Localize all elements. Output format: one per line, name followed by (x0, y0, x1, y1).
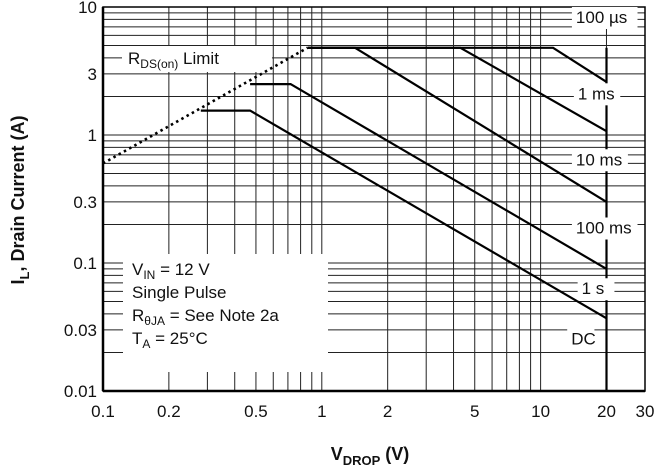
curve-label: 10 ms (571, 149, 628, 172)
x-axis-title: VDROP (V) (331, 444, 410, 468)
curve-1-s (200, 109, 608, 320)
y-tick-label: 0.03 (64, 321, 97, 340)
condition-line: VIN = 12 V (132, 260, 210, 282)
curve-label-bg (577, 278, 615, 301)
rds-limit-label-sub: DS(on) (140, 57, 178, 71)
condition-line: TA = 25°C (132, 329, 208, 351)
plot-frame (101, 6, 646, 393)
y-tick-label: 0.01 (64, 382, 97, 401)
curve-label-text: 1 s (582, 279, 605, 298)
curve-label-text: 1 ms (578, 84, 615, 103)
condition-line-sub: A (142, 337, 150, 351)
curve-label: 100 ms (571, 217, 638, 240)
curve-label-text: 100 µs (576, 8, 627, 27)
curve-100-ms (250, 82, 608, 270)
x-tick-label: 0.5 (244, 402, 268, 421)
conditions-box (123, 254, 328, 372)
condition-line-sub: θJA (144, 314, 165, 328)
y-tick-label: 10 (78, 0, 97, 17)
y-tick-label: 3 (88, 65, 97, 84)
axis-title-main: V (331, 444, 343, 464)
curve-label-bg (571, 217, 638, 240)
curve-label: 1 ms (573, 83, 621, 106)
curve-label-bg (567, 328, 595, 351)
curve-100-s (307, 46, 608, 83)
axis-title-suffix: (V) (380, 444, 409, 464)
y-tick-label: 1 (88, 126, 97, 145)
y-axis-title: IL, Drain Current (A) (8, 116, 32, 285)
grid (103, 7, 645, 391)
x-tick-label: 10 (531, 402, 550, 421)
condition-line: RθJA = See Note 2a (132, 306, 279, 328)
y-tick-label: 0.1 (73, 254, 97, 273)
condition-line-rest: = See Note 2a (165, 306, 279, 325)
tick-labels: 0.1 0.2 0.5 1 2 5 10 20 30 10 3 1 0.3 0.1 0.03 0.01 (64, 0, 655, 421)
condition-line-sub: IN (143, 268, 155, 282)
x-tick-label: 0.2 (157, 402, 181, 421)
label-backgrounds (122, 46, 328, 372)
curve-label-bg (573, 83, 621, 106)
curve-label-bg (571, 149, 628, 172)
curve-label-text: DC (571, 330, 596, 349)
curve-1-ms (307, 46, 608, 133)
x-tick-label: 2 (383, 402, 392, 421)
curve-label: DC (567, 328, 596, 351)
axis-title-sub: L (17, 271, 32, 279)
curve-label: 1 s (577, 278, 615, 301)
rds-limit-label-rest: Limit (178, 49, 219, 68)
x-tick-label: 5 (470, 402, 479, 421)
axis-title-suffix: , Drain Current (A) (8, 116, 28, 272)
y-tick-label: 0.3 (73, 193, 97, 212)
rds-limit-label: RDS(on) Limit (128, 49, 219, 71)
condition-line-main: V (132, 260, 144, 279)
curve-label-bg (571, 6, 638, 29)
condition-line-main: T (132, 329, 142, 348)
curve-label: 100 µs (571, 6, 638, 29)
condition-line-main: R (132, 306, 144, 325)
x-tick-label: 1 (317, 402, 326, 421)
x-tick-label: 30 (636, 402, 655, 421)
axis-title-sub: DROP (343, 453, 381, 468)
curve-label-text: 10 ms (576, 150, 622, 169)
axis-title-main: I (8, 279, 28, 284)
rds-label-box (122, 46, 272, 72)
condition-line-main: Single Pulse (132, 283, 227, 302)
curve-label-text: 100 ms (576, 219, 632, 238)
curve-10-ms (307, 46, 608, 203)
x-tick-label: 20 (597, 402, 616, 421)
condition-line-rest: = 25°C (150, 329, 207, 348)
condition-line: Single Pulse (132, 283, 227, 302)
condition-line-rest: = 12 V (155, 260, 210, 279)
x-tick-label: 0.1 (91, 402, 115, 421)
rds-limit-label-main: R (128, 49, 140, 68)
